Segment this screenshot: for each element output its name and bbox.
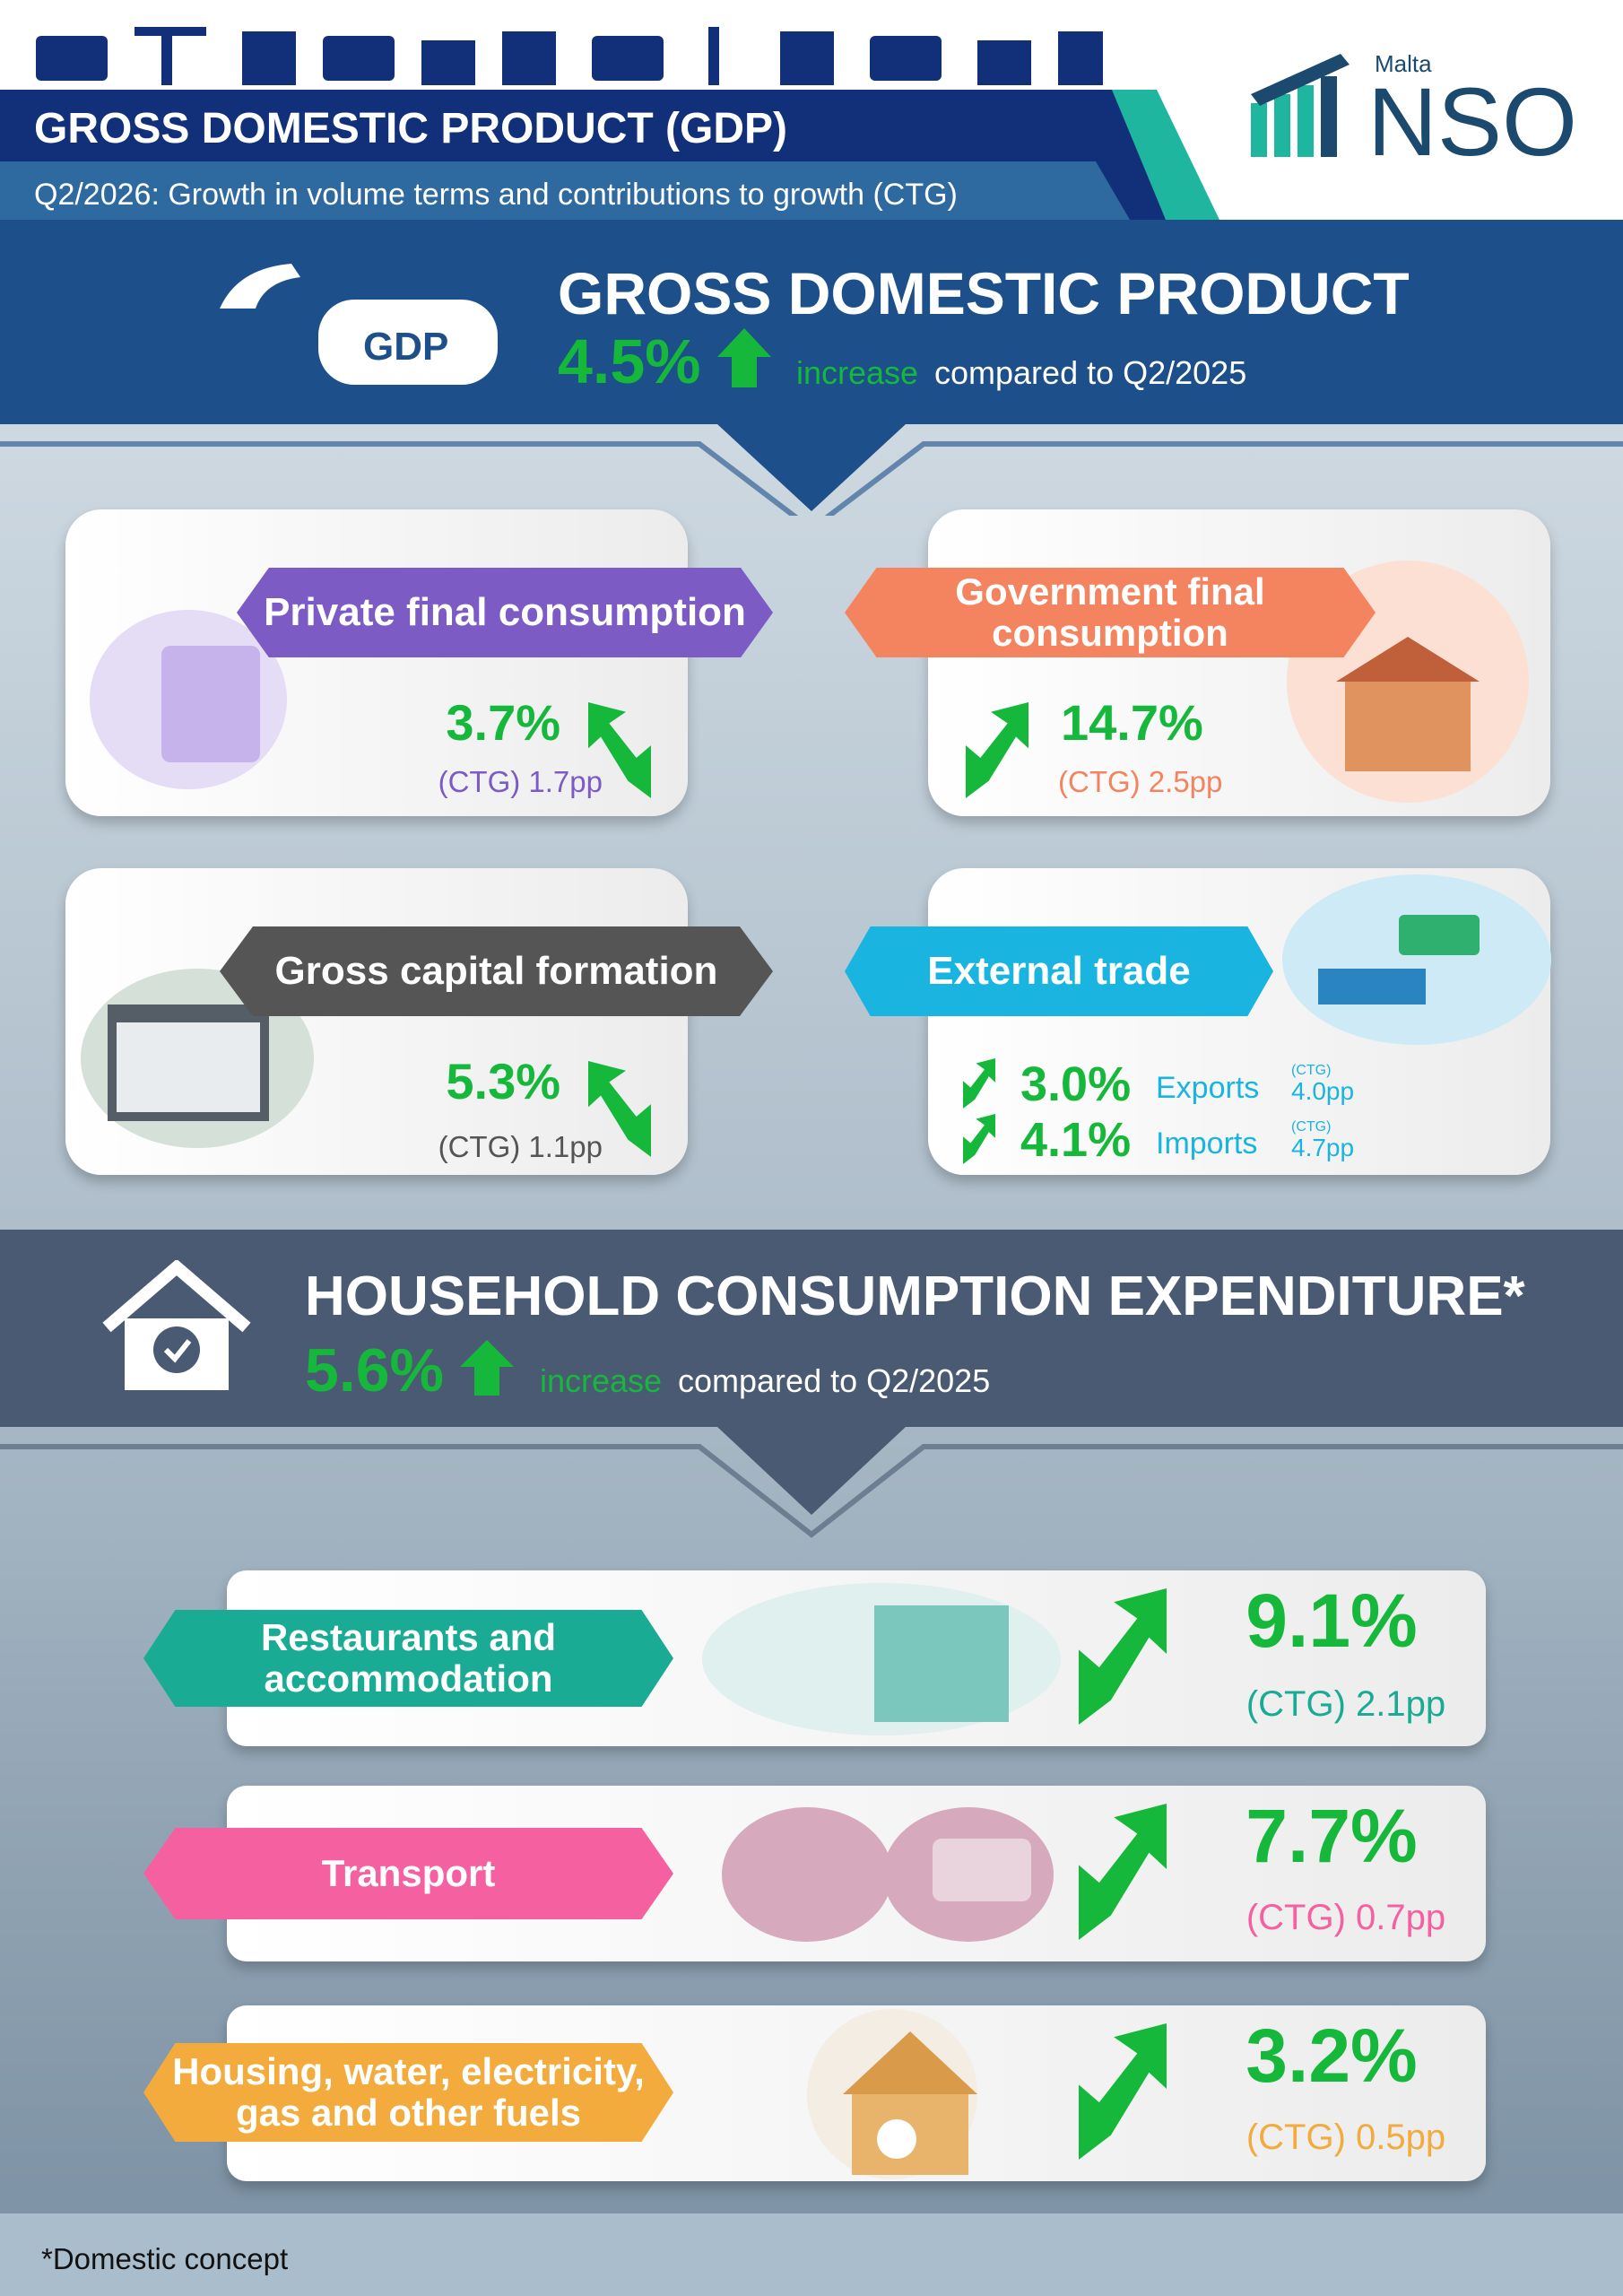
- row-growth: 7.7%: [1245, 1794, 1418, 1878]
- gdp-icon: [220, 264, 498, 385]
- component-label: Private final consumption: [237, 568, 773, 657]
- component-label: Gross capital formation: [220, 926, 773, 1016]
- trade-label: Exports: [1156, 1071, 1260, 1105]
- footnote: *Domestic concept: [41, 2242, 289, 2275]
- up-arrow: [1079, 1804, 1167, 1940]
- household-band: [0, 1230, 1623, 1538]
- header-bars: [0, 90, 1219, 220]
- gdp-title: GROSS DOMESTIC PRODUCT: [558, 260, 1410, 326]
- illustration: [807, 2009, 977, 2179]
- gdp-comparison: compared to Q2/2025: [934, 354, 1247, 391]
- household-direction: increase: [540, 1362, 663, 1399]
- illustration: [1282, 874, 1551, 1045]
- row-ctg: (CTG) 0.7pp: [1245, 1898, 1446, 1937]
- up-arrow: [963, 1114, 995, 1164]
- gdp-icon-label: GDP: [363, 325, 449, 369]
- component-ctg: (CTG) 1.1pp: [438, 1130, 603, 1163]
- component-ctg: (CTG) 2.5pp: [1058, 765, 1223, 798]
- component-label: External trade: [845, 926, 1273, 1016]
- up-arrow: [963, 1058, 995, 1109]
- up-arrow: [1079, 2023, 1167, 2160]
- up-arrow: [588, 702, 651, 798]
- row-ctg: (CTG) 2.1pp: [1245, 1684, 1446, 1724]
- icon-strip: [36, 27, 1103, 85]
- house-icon: [102, 1260, 251, 1390]
- up-arrow: [588, 1061, 651, 1157]
- logo-mark: [1251, 54, 1350, 157]
- up-arrow: [966, 702, 1028, 798]
- trade-ctg: 4.0pp: [1291, 1077, 1355, 1105]
- household-growth: 5.6%: [305, 1336, 444, 1405]
- gdp-direction: increase: [796, 354, 919, 391]
- component-growth: 14.7%: [1061, 694, 1203, 751]
- header-subtitle: Q2/2026: Growth in volume terms and cont…: [34, 178, 958, 212]
- trade-ctg-label: (CTG): [1291, 1119, 1332, 1135]
- row-label: Restaurants and accommodation: [143, 1610, 673, 1707]
- component-growth: 3.7%: [446, 694, 560, 751]
- gdp-band: [0, 220, 1623, 516]
- up-arrow: [460, 1340, 514, 1396]
- component-label: Government final consumption: [845, 568, 1376, 657]
- up-arrow: [717, 328, 771, 387]
- household-comparison: compared to Q2/2025: [678, 1362, 991, 1399]
- illustration: [702, 1583, 1061, 1735]
- trade-growth: 4.1%: [1020, 1113, 1132, 1167]
- row-growth: 3.2%: [1245, 2013, 1418, 2098]
- component-ctg: (CTG) 1.7pp: [438, 765, 603, 798]
- trade-ctg-label: (CTG): [1291, 1063, 1332, 1078]
- logo-country: Malta: [1375, 50, 1432, 77]
- header-title: GROSS DOMESTIC PRODUCT (GDP): [34, 105, 788, 152]
- row-ctg: (CTG) 0.5pp: [1245, 2118, 1446, 2157]
- illustration: [90, 610, 287, 789]
- footer-band: [0, 2213, 1623, 2296]
- logo-name: NSO: [1367, 67, 1578, 176]
- row-growth: 9.1%: [1245, 1578, 1418, 1663]
- component-growth: 5.3%: [446, 1053, 560, 1109]
- up-arrow: [1079, 1588, 1167, 1725]
- trade-ctg: 4.7pp: [1291, 1134, 1355, 1161]
- row-label: Transport: [143, 1828, 673, 1919]
- gdp-growth: 4.5%: [558, 326, 701, 396]
- trade-growth: 3.0%: [1020, 1057, 1132, 1111]
- trade-label: Imports: [1156, 1126, 1258, 1161]
- row-label: Housing, water, electricity, gas and oth…: [143, 2043, 673, 2142]
- illustration: [722, 1807, 1054, 1942]
- household-title: HOUSEHOLD CONSUMPTION EXPENDITURE*: [305, 1265, 1525, 1327]
